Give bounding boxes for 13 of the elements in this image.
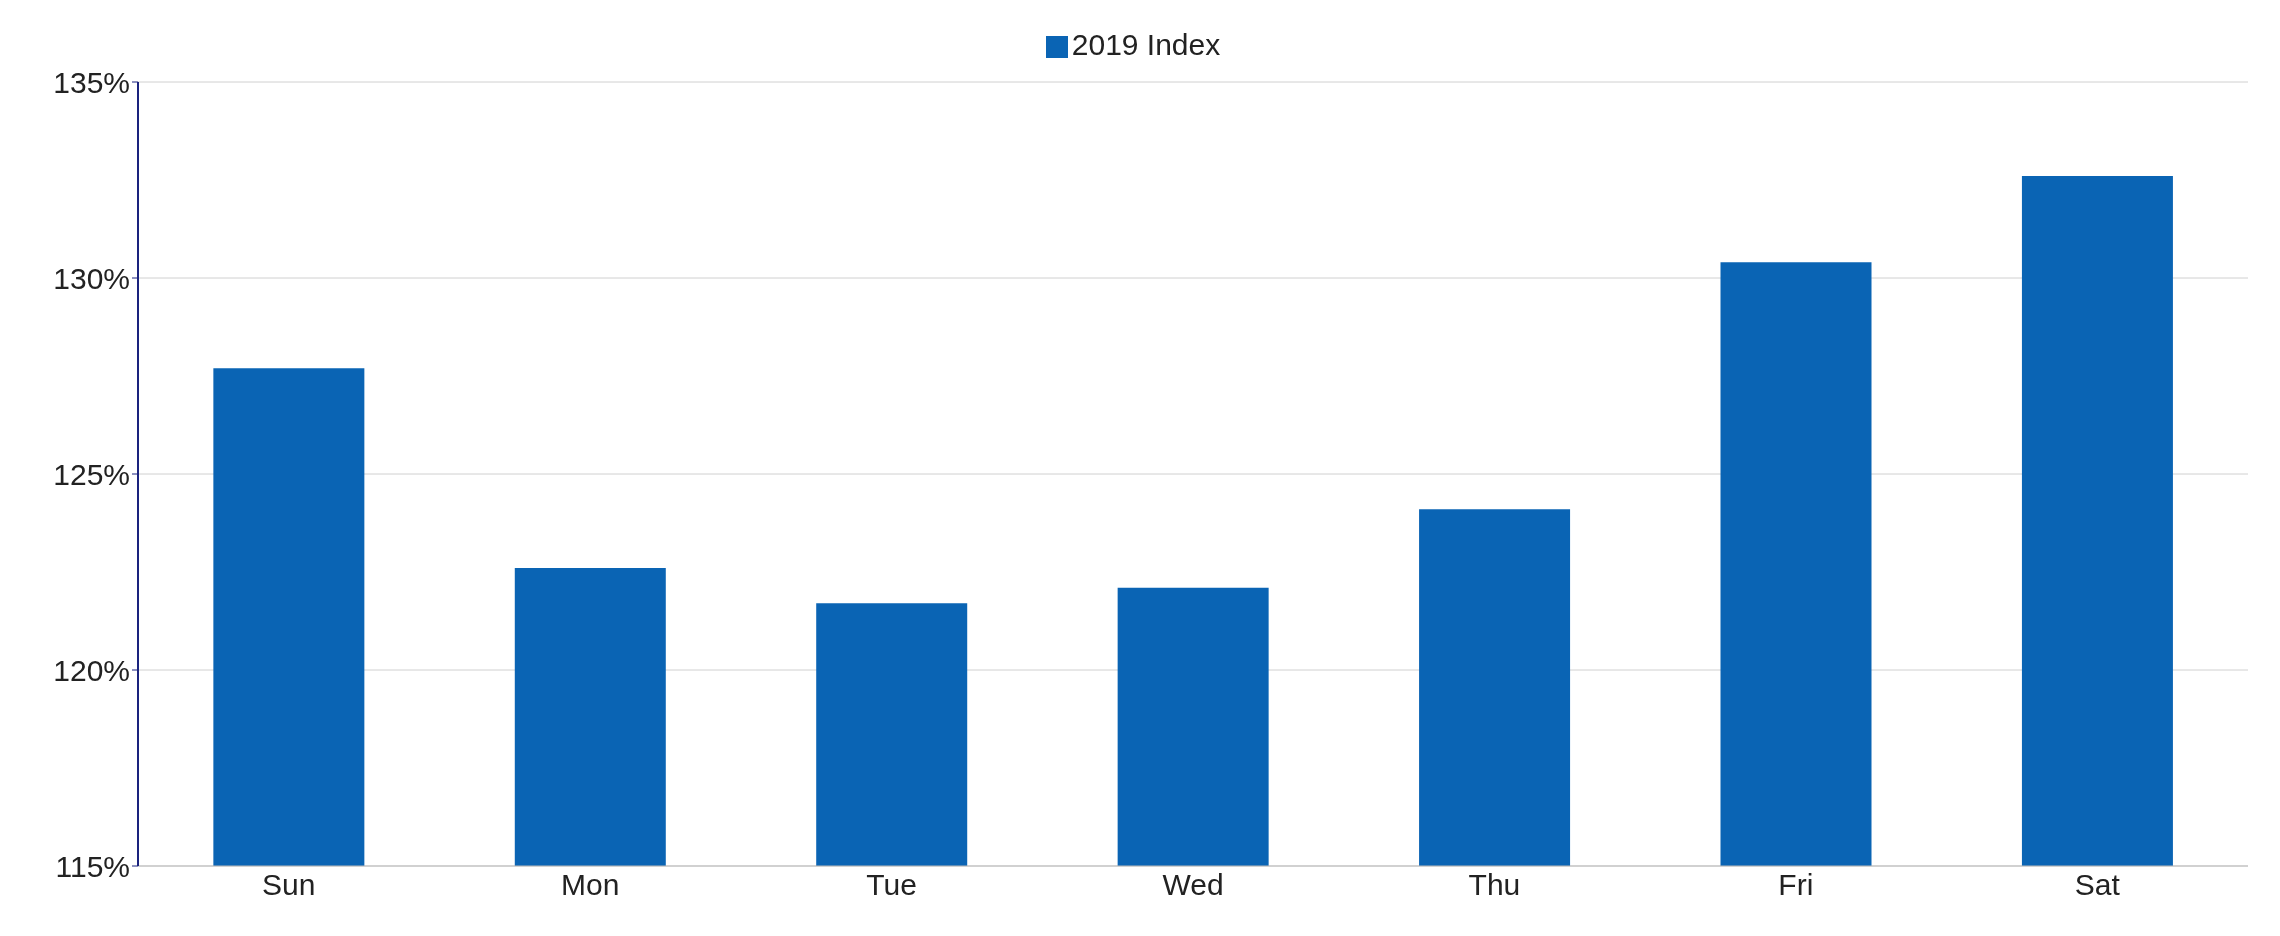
legend-label: 2019 Index (1071, 28, 1221, 61)
x-tick-label: Sat (2074, 868, 2121, 902)
x-tick-label: Sun (262, 868, 316, 902)
y-tick-label: 135% (53, 65, 130, 99)
x-tick-label: Thu (1468, 868, 1521, 902)
x-tick-label: Tue (866, 868, 917, 902)
x-tick-label: Fri (1778, 868, 1814, 902)
y-tick-label: 125% (53, 457, 130, 491)
x-tick-label: Wed (1162, 868, 1224, 902)
y-tick-label: 130% (53, 261, 130, 295)
y-tick-label: 115% (55, 849, 130, 883)
y-tick-label: 120% (53, 653, 130, 687)
x-tick-label: Mon (560, 868, 620, 902)
